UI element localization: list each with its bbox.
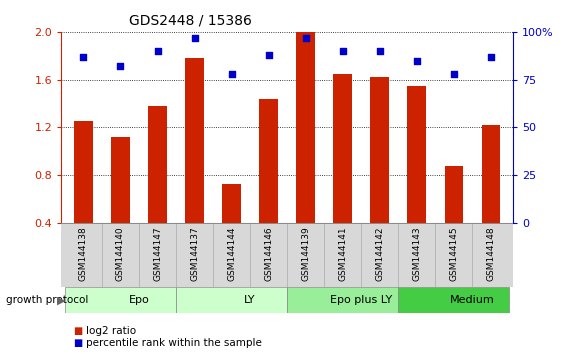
Point	[301, 35, 310, 40]
Bar	[296, 32, 315, 223]
Point	[449, 71, 458, 77]
Point	[227, 71, 236, 77]
Point	[412, 58, 422, 63]
Text: growth protocol: growth protocol	[6, 295, 88, 305]
Point	[116, 63, 125, 69]
Text: GSM144148: GSM144148	[486, 226, 496, 281]
Bar	[111, 137, 130, 223]
Text: ■: ■	[73, 338, 82, 348]
Text: GSM144140: GSM144140	[116, 226, 125, 281]
Text: Epo plus LY: Epo plus LY	[330, 295, 392, 305]
Point	[338, 48, 347, 54]
Bar	[176, 287, 287, 313]
Text: GSM144143: GSM144143	[412, 226, 422, 281]
Bar	[185, 58, 204, 223]
Text: GDS2448 / 15386: GDS2448 / 15386	[129, 14, 252, 28]
Text: Medium: Medium	[450, 295, 495, 305]
Point	[79, 54, 88, 59]
Text: log2 ratio: log2 ratio	[86, 326, 136, 336]
Text: GSM144137: GSM144137	[190, 226, 199, 281]
Bar	[287, 287, 398, 313]
Bar	[65, 287, 176, 313]
Text: GSM144142: GSM144142	[375, 226, 384, 281]
Bar	[398, 287, 510, 313]
Bar	[259, 99, 278, 223]
Bar	[148, 106, 167, 223]
Point	[375, 48, 384, 54]
Text: ■: ■	[73, 326, 82, 336]
Text: GSM144144: GSM144144	[227, 226, 236, 281]
Bar	[444, 166, 463, 223]
Text: GSM144141: GSM144141	[338, 226, 347, 281]
Text: LY: LY	[244, 295, 256, 305]
Text: Epo: Epo	[129, 295, 149, 305]
Bar	[333, 74, 352, 223]
Text: GSM144147: GSM144147	[153, 226, 162, 281]
Point	[264, 52, 273, 58]
Bar	[222, 184, 241, 223]
Text: GSM144146: GSM144146	[264, 226, 273, 281]
Text: GSM144145: GSM144145	[449, 226, 458, 281]
Text: GSM144138: GSM144138	[79, 226, 88, 281]
Text: GSM144139: GSM144139	[301, 226, 310, 281]
Bar	[370, 77, 389, 223]
Bar	[74, 121, 93, 223]
Point	[153, 48, 162, 54]
Text: percentile rank within the sample: percentile rank within the sample	[86, 338, 262, 348]
Bar	[482, 125, 500, 223]
Point	[190, 35, 199, 40]
Text: ▶: ▶	[57, 295, 66, 305]
Bar	[408, 86, 426, 223]
Point	[486, 54, 496, 59]
